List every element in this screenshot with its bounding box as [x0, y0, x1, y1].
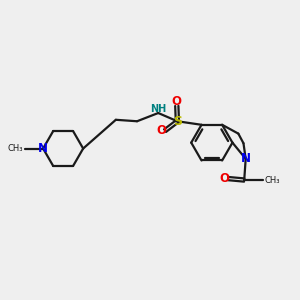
Text: S: S [173, 115, 182, 128]
Text: O: O [219, 172, 229, 185]
Text: N: N [241, 152, 251, 165]
Text: O: O [172, 95, 182, 108]
Text: CH₃: CH₃ [265, 176, 280, 184]
Text: N: N [38, 142, 48, 155]
Text: NH: NH [150, 104, 166, 114]
Text: O: O [156, 124, 166, 137]
Text: CH₃: CH₃ [8, 144, 23, 153]
